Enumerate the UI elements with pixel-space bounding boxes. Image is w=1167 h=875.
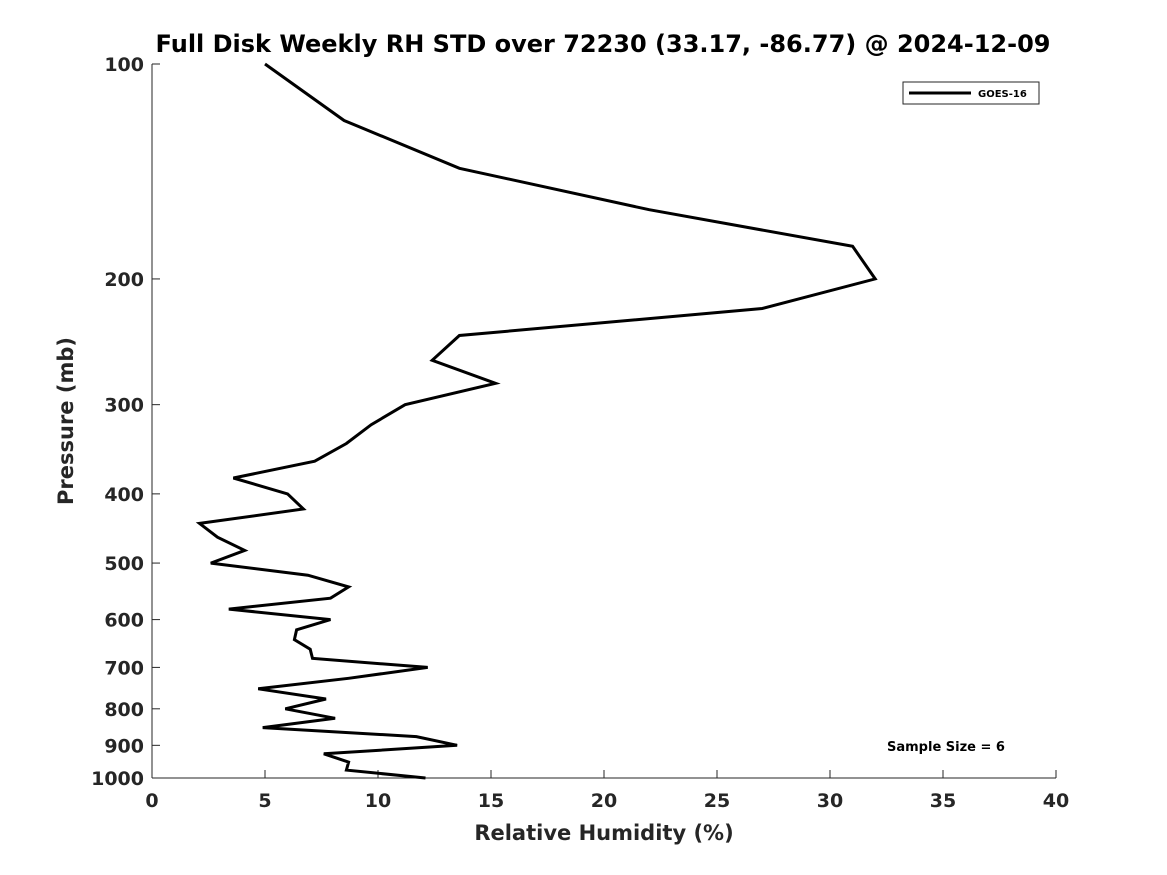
y-tick-label: 200 [104, 269, 144, 291]
x-tick-label: 5 [258, 790, 271, 812]
sample-size-annotation: Sample Size = 6 [887, 740, 1005, 755]
x-tick-label: 10 [365, 790, 391, 812]
x-tick-label: 35 [930, 790, 956, 812]
x-axis-ticks: 0 5 10 15 20 25 30 35 40 [145, 770, 1069, 812]
y-tick-label: 300 [104, 395, 144, 417]
plot-frame [151, 64, 1056, 779]
x-tick-label: 20 [591, 790, 617, 812]
legend: GOES-16 [902, 81, 1040, 105]
y-tick-label: 700 [104, 657, 144, 679]
x-tick-label: 0 [145, 790, 158, 812]
x-axis-label: Relative Humidity (%) [474, 821, 733, 845]
y-tick-label: 1000 [91, 768, 144, 790]
legend-label: GOES-16 [978, 89, 1027, 100]
y-axis-ticks: 100 200 300 400 500 600 700 800 900 1000 [91, 54, 160, 790]
x-tick-label: 25 [704, 790, 730, 812]
x-tick-label: 40 [1043, 790, 1069, 812]
y-tick-label: 400 [104, 484, 144, 506]
series-layer [195, 62, 878, 780]
y-tick-label: 600 [104, 610, 144, 632]
y-axis-label: Pressure (mb) [54, 337, 78, 505]
series-line-goes-16 [195, 62, 878, 780]
x-tick-label: 30 [817, 790, 843, 812]
y-tick-label: 800 [104, 699, 144, 721]
y-tick-label: 900 [104, 735, 144, 757]
x-tick-label: 15 [478, 790, 504, 812]
chart-title: Full Disk Weekly RH STD over 72230 (33.1… [156, 30, 1051, 58]
y-tick-label: 100 [104, 54, 144, 76]
y-tick-label: 500 [104, 553, 144, 575]
